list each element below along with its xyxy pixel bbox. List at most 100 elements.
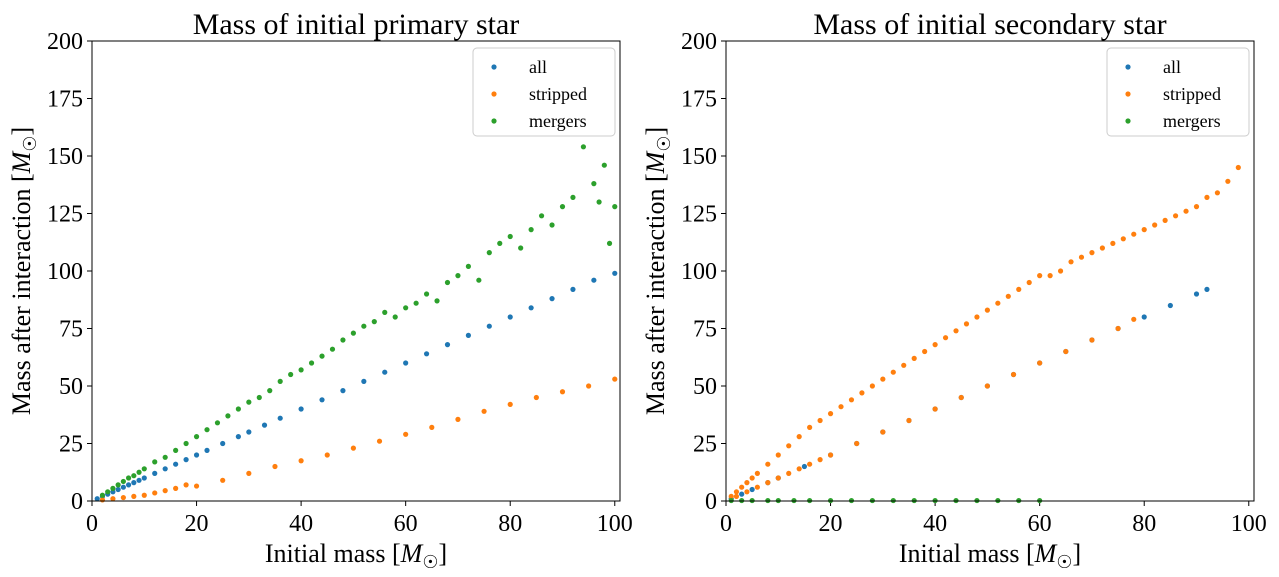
data-point <box>423 291 430 297</box>
data-point <box>455 416 461 422</box>
data-point <box>340 337 346 343</box>
scatter-points <box>728 164 1241 504</box>
data-point <box>911 355 917 361</box>
y-tick-label: 150 <box>681 144 717 170</box>
data-point <box>744 480 750 486</box>
data-point <box>1037 273 1043 279</box>
y-tick-label: 150 <box>47 144 83 170</box>
data-point <box>392 314 398 320</box>
data-point <box>324 452 330 458</box>
data-point <box>173 447 179 453</box>
data-point <box>591 277 597 283</box>
data-point <box>225 413 231 419</box>
data-point <box>235 406 241 412</box>
data-point <box>869 383 875 389</box>
data-point <box>1204 286 1210 292</box>
data-point <box>859 390 865 396</box>
data-point <box>183 482 189 488</box>
data-point <box>444 342 451 348</box>
data-point <box>580 144 587 150</box>
x-tick-label: 60 <box>394 511 418 537</box>
data-point <box>765 461 771 467</box>
data-point <box>204 427 210 433</box>
data-point <box>131 480 137 486</box>
x-tick-label: 80 <box>1132 511 1156 537</box>
data-point <box>1152 222 1158 228</box>
data-point <box>549 222 555 228</box>
data-point <box>152 459 158 465</box>
data-point <box>1089 250 1095 256</box>
data-point <box>486 323 492 329</box>
plot-frame <box>725 40 1255 502</box>
data-point <box>288 371 294 378</box>
data-point <box>591 181 597 187</box>
data-point <box>444 279 451 286</box>
x-axis-label: Initial mass [M☉] <box>265 539 447 572</box>
legend-label: stripped <box>1163 84 1221 104</box>
data-point <box>807 424 813 430</box>
data-point <box>932 406 938 412</box>
data-point <box>775 475 781 481</box>
data-point <box>854 440 860 447</box>
data-point <box>744 489 750 495</box>
scatter-points <box>94 144 618 503</box>
data-point <box>958 394 964 401</box>
data-point <box>125 482 132 488</box>
data-point <box>382 369 388 375</box>
legend-label: mergers <box>529 111 587 131</box>
chart-title: Mass of initial primary star <box>193 8 520 41</box>
data-point <box>497 240 503 246</box>
y-axis-label: Mass after interaction [M☉] <box>7 127 40 415</box>
data-point <box>1115 325 1121 332</box>
data-point <box>110 485 116 491</box>
data-point <box>183 457 189 463</box>
y-tick-label: 75 <box>693 317 717 343</box>
legend-marker <box>491 118 497 124</box>
data-point <box>827 411 834 417</box>
chart-panel-secondary: Mass of initial secondary star 0 20 40 60 80… <box>641 8 1267 572</box>
y-tick-label: 25 <box>59 432 83 458</box>
data-point <box>94 496 100 502</box>
data-point <box>1010 371 1017 378</box>
data-point <box>110 496 116 502</box>
data-point <box>838 404 844 410</box>
data-point <box>1057 268 1064 274</box>
data-point <box>403 431 409 437</box>
legend-marker <box>1125 118 1131 124</box>
data-point <box>465 332 471 338</box>
data-point <box>533 394 539 401</box>
data-point <box>765 480 771 486</box>
legend-label: all <box>529 57 547 77</box>
y-tick-label: 175 <box>681 87 717 113</box>
data-point <box>319 353 325 359</box>
axis-ticks: 0 20 40 60 80 100 0 25 50 75 100 125 150 175 200 <box>47 29 633 537</box>
data-point <box>340 388 346 394</box>
y-tick-label: 200 <box>681 29 717 55</box>
series-stripped <box>99 376 618 503</box>
data-point <box>880 376 886 382</box>
data-point <box>1063 348 1069 355</box>
data-point <box>1214 190 1221 196</box>
data-point <box>1131 231 1137 237</box>
series-stripped <box>728 164 1241 499</box>
legend-marker <box>491 64 497 70</box>
data-point <box>476 277 482 283</box>
data-point <box>995 300 1001 306</box>
data-point <box>152 490 158 496</box>
data-point <box>350 330 356 336</box>
data-point <box>99 492 106 498</box>
data-point <box>1047 273 1053 279</box>
data-point <box>890 369 896 375</box>
legend-label: all <box>1163 57 1181 77</box>
data-point <box>1225 178 1231 184</box>
data-point <box>612 376 618 382</box>
data-point <box>361 378 367 384</box>
data-point <box>786 470 792 476</box>
data-point <box>1016 286 1022 292</box>
y-tick-label: 100 <box>47 259 83 285</box>
data-point <box>220 440 226 447</box>
plot-frame <box>91 40 621 502</box>
data-point <box>1172 213 1179 219</box>
data-point <box>382 309 388 315</box>
data-point <box>272 463 278 470</box>
